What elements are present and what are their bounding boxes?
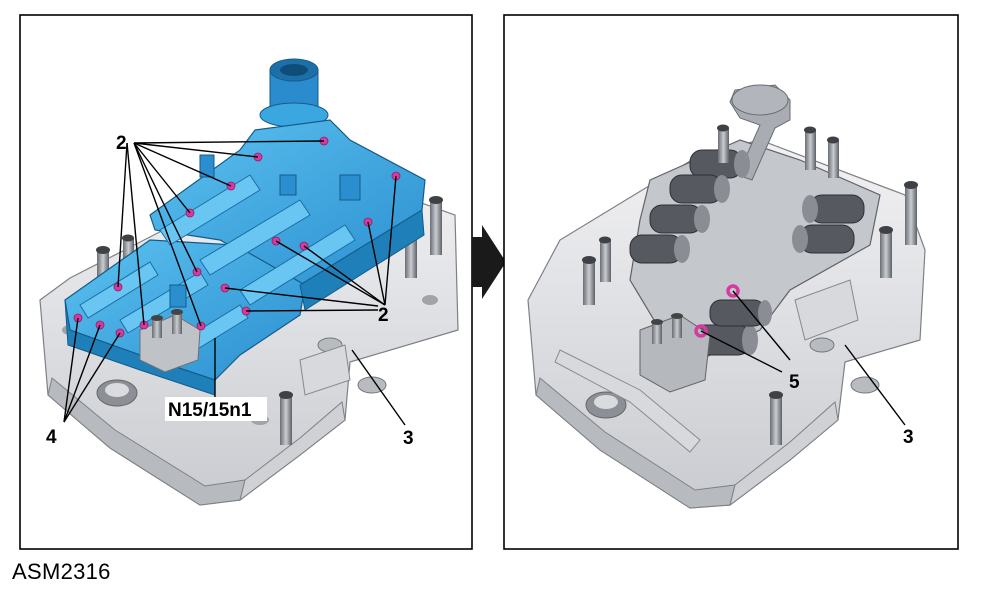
transition-arrow-icon — [472, 225, 506, 299]
magenta-seals-left — [73, 136, 401, 338]
label-4: 4 — [46, 427, 57, 448]
label-5: 5 — [789, 372, 800, 393]
magenta-seals-right — [694, 284, 740, 338]
label-n15-bg — [165, 397, 267, 421]
front-valve-block-right — [639, 313, 711, 393]
right-panel: 5 3 — [503, 14, 959, 550]
figure-caption: ASM2316 — [12, 559, 111, 584]
label-3-left: 3 — [403, 428, 414, 449]
housing-bolts-right — [582, 124, 918, 445]
blue-control-module — [64, 58, 426, 396]
left-panel: 2 2 4 N15/15n1 3 — [19, 14, 473, 550]
label-3-right: 3 — [903, 427, 914, 448]
label-2-right: 2 — [378, 305, 389, 326]
label-2-upper: 2 — [116, 133, 127, 154]
leader-lines-right — [700, 290, 906, 426]
leader-lines-left — [63, 140, 406, 426]
label-n15-15n1: N15/15n1 — [168, 400, 252, 421]
front-valve-block-left — [139, 309, 201, 373]
